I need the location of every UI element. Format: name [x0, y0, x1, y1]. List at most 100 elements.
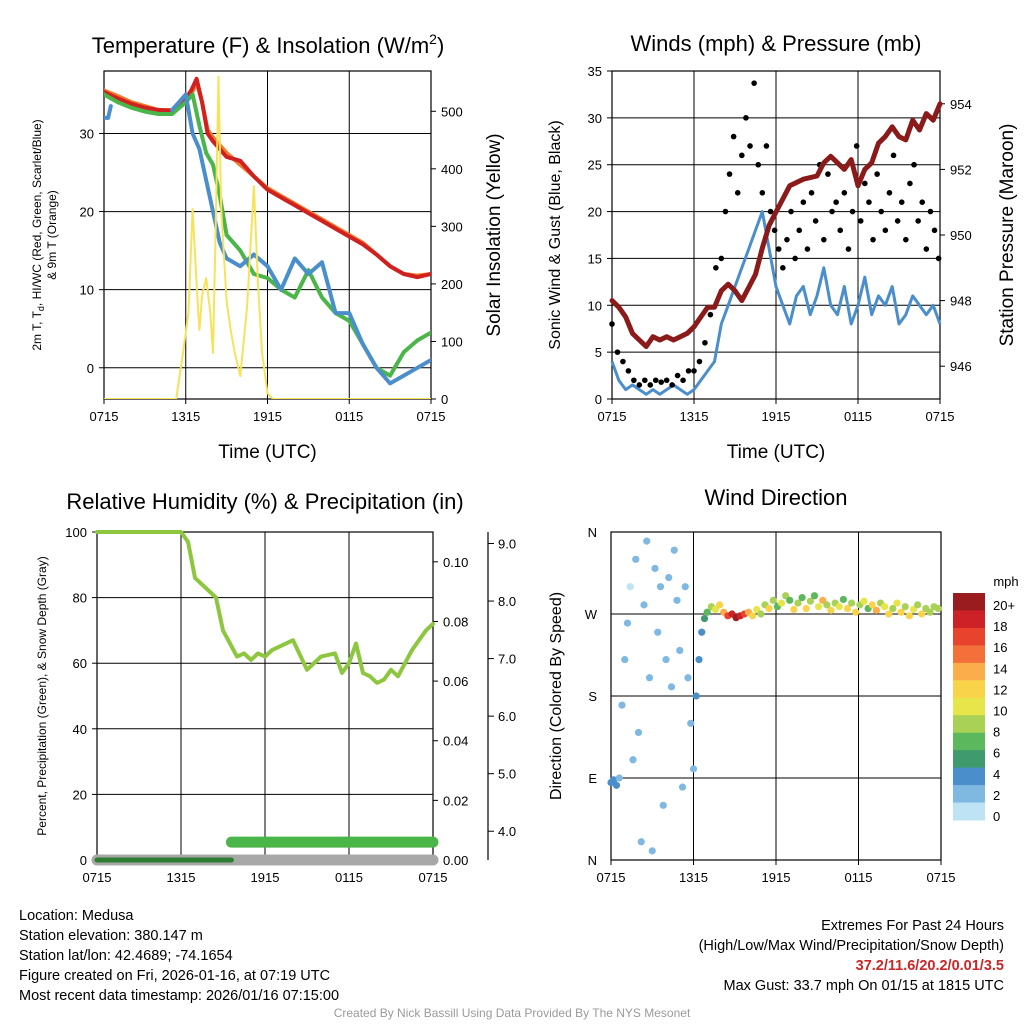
wind-xtick-label: 0715 [926, 409, 955, 424]
colorbar-swatch [953, 732, 985, 751]
created-text: Figure created on Fri, 2026-01-16, at 07… [19, 968, 331, 984]
colorbar-label: 0 [993, 809, 1000, 824]
temp-y2tick-label: 500 [441, 104, 463, 119]
rh-series-relative-humidity [95, 530, 435, 685]
dir-point [782, 592, 790, 600]
wind-gust-point [642, 377, 648, 384]
wind-gust-point [829, 208, 835, 215]
wind-y2tick-label: 946 [950, 359, 972, 374]
wind-ytick-label: 5 [595, 345, 602, 360]
dir-point [667, 683, 676, 691]
extremes-info: Extremes For Past 24 Hours (High/Low/Max… [699, 916, 1004, 996]
temp-series-solar-insolation [104, 75, 431, 399]
wind-gust-point [915, 218, 921, 224]
dir-point [852, 608, 860, 616]
dir-ytick-label: S [588, 689, 597, 704]
wind-gust-point [849, 208, 856, 215]
rh-ytick-label: 20 [73, 787, 87, 802]
wind-gust-point [730, 133, 737, 140]
rh-y3tick-label: 8.0 [498, 594, 516, 609]
dir-point [802, 604, 810, 613]
wind-gust-point [903, 236, 909, 243]
dir-point [848, 599, 856, 607]
wind-gust-point [821, 236, 827, 243]
wind-chart-title: Winds (mph) & Pressure (mb) [631, 31, 922, 56]
dir-xtick-label: 1915 [762, 870, 791, 885]
wind-axes [611, 70, 941, 400]
wind-gust-point [919, 199, 926, 205]
dir-point [612, 781, 621, 789]
dir-point [835, 603, 843, 611]
dir-point [765, 604, 773, 613]
wind-gust-point [636, 382, 643, 388]
dir-point [843, 604, 852, 613]
wind-gust-point [743, 115, 749, 121]
temp-y2tick-label: 100 [441, 334, 463, 349]
wind-gust-point [663, 377, 670, 384]
wind-gust-point [726, 171, 733, 177]
temp-chart-title: Temperature (F) & Insolation (W/m2) [92, 31, 445, 58]
recent-data-text: Most recent data timestamp: 2026/01/16 0… [19, 988, 340, 1004]
dir-point [893, 599, 901, 607]
colorbar-swatch [953, 680, 985, 699]
wind-gust-point [658, 379, 664, 385]
temp-title-sup: 2 [429, 31, 437, 47]
dir-point [687, 719, 695, 727]
wind-gust-point [614, 349, 621, 355]
dir-point [665, 573, 673, 582]
dir-point [909, 605, 918, 614]
dir-point [806, 597, 814, 605]
wind-series-sonic-wind [610, 210, 942, 396]
rh-y2tick-label: 0.08 [443, 614, 468, 629]
wind-gust-point [792, 255, 798, 262]
wind-gust-point [857, 218, 864, 224]
dir-point [681, 583, 689, 591]
temp-series-2m-t [104, 76, 431, 280]
colorbar-swatch [953, 750, 985, 769]
colorbar-swatch [953, 645, 985, 664]
temp-ylabel-b: , HI/WC (Red, Green, Scarlet/Blue) [30, 119, 44, 306]
wind-gust-point [825, 171, 831, 177]
dir-point [670, 546, 678, 554]
dir-point [889, 604, 897, 613]
wind-gust-point [862, 180, 868, 187]
wind-gust-point [808, 190, 815, 196]
dir-point [794, 599, 802, 607]
wind-gust-point [935, 255, 942, 262]
colorbar-title: mph [993, 574, 1018, 589]
rh-ytick-label: 40 [73, 722, 87, 737]
rh-xtick-label: 1915 [251, 870, 280, 885]
temp-title-close: ) [437, 33, 444, 58]
wind-gust-point [734, 190, 741, 196]
dir-point [637, 838, 645, 846]
rh-y2tick-label: 0.06 [443, 674, 468, 689]
dir-point [700, 614, 709, 623]
dir-point [901, 603, 909, 611]
colorbar-label: 8 [993, 725, 1000, 740]
dir-point [651, 564, 659, 573]
dir-point [623, 619, 632, 627]
dir-point [918, 610, 926, 618]
dir-point [798, 594, 806, 602]
dir-point [629, 756, 637, 764]
max-gust-text: Max Gust: 33.7 mph On 01/15 at 1815 UTC [723, 978, 1004, 994]
wind-y2label: Station Pressure (Maroon) [997, 124, 1018, 347]
wind-gust-point [647, 382, 654, 388]
wind-gust-point [718, 255, 725, 262]
colorbar-label: 14 [993, 661, 1007, 676]
wind-gust-point [696, 358, 703, 365]
dir-point [673, 596, 681, 604]
dir-point [678, 783, 687, 791]
extremes-values: 37.2/11.6/20.2/0.01/3.5 [855, 958, 1004, 974]
wind-ytick-label: 25 [588, 158, 602, 173]
rh-y3tick-label: 7.0 [498, 652, 516, 667]
rh-ytick-label: 100 [65, 525, 87, 540]
colorbar-label: 18 [993, 619, 1007, 634]
wind-gust-point [788, 208, 794, 215]
wind-ytick-label: 35 [588, 64, 602, 79]
wind-series-pressure [609, 101, 943, 349]
wind-y2tick-label: 954 [950, 97, 972, 112]
temp-xtick-label: 0115 [335, 409, 363, 424]
dir-point [632, 555, 640, 563]
